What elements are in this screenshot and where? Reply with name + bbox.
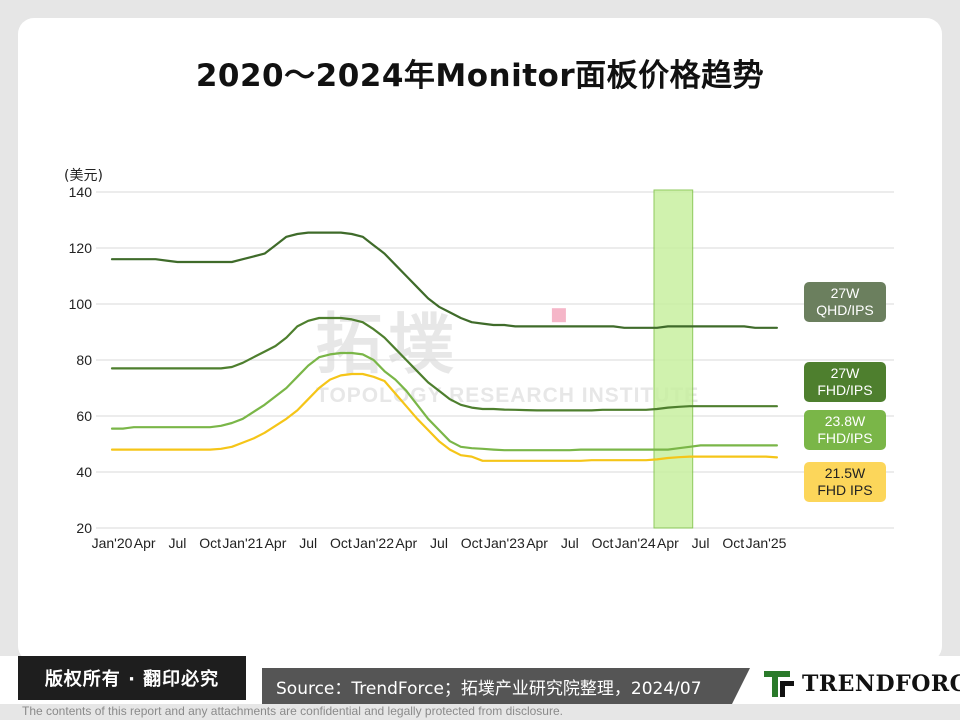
x-tick-label: Jan'21 <box>222 535 263 551</box>
x-tick-label: Oct <box>461 535 483 551</box>
source-note-wedge <box>732 668 750 704</box>
y-tick-label: 120 <box>69 240 93 256</box>
x-tick-label: Apr <box>657 535 679 551</box>
x-tick-label: Jul <box>168 535 186 551</box>
series-label-0: 27W <box>831 285 861 301</box>
x-tick-label: Oct <box>722 535 744 551</box>
x-tick-label: Jan'22 <box>353 535 394 551</box>
series-label-box-3 <box>804 462 886 502</box>
x-tick-label: Jan'23 <box>484 535 525 551</box>
x-tick-label: Jul <box>692 535 710 551</box>
series-label-3: 21.5W <box>825 465 866 481</box>
series-label-1: 27W <box>831 365 861 381</box>
series-label-2: 23.8W <box>825 413 866 429</box>
x-tick-label: Apr <box>265 535 287 551</box>
y-axis-label: (美元) <box>64 168 103 184</box>
y-tick-label: 40 <box>76 464 92 480</box>
series-label-1: FHD/IPS <box>817 382 872 398</box>
x-tick-label: Apr <box>395 535 417 551</box>
y-tick-label: 80 <box>76 352 92 368</box>
x-tick-label: Jan'20 <box>92 535 133 551</box>
series-label-0: QHD/IPS <box>816 302 874 318</box>
x-tick-label: Jul <box>561 535 579 551</box>
series-line-3 <box>110 372 779 462</box>
copyright-badge: 版权所有 · 翻印必究 <box>18 656 246 700</box>
y-tick-label: 60 <box>76 408 92 424</box>
x-tick-label: Apr <box>526 535 548 551</box>
x-tick-label: Oct <box>199 535 221 551</box>
x-tick-label: Jan'25 <box>746 535 787 551</box>
series-line-0 <box>110 231 779 329</box>
x-tick-label: Jan'24 <box>615 535 656 551</box>
disclaimer: The contents of this report and any atta… <box>22 704 563 718</box>
marker-square <box>551 308 566 323</box>
series-line-1 <box>110 316 779 412</box>
trendforce-logo: TRENDFORCE <box>762 664 960 704</box>
x-tick-label: Oct <box>330 535 352 551</box>
series-label-box-2 <box>804 410 886 450</box>
x-tick-label: Oct <box>592 535 614 551</box>
trendforce-logo-text: TRENDFORCE <box>802 671 960 697</box>
source-note: Source：TrendForce；拓墣产业研究院整理，2024/07 <box>262 668 732 704</box>
chart-card <box>18 18 942 662</box>
y-tick-label: 20 <box>76 520 92 536</box>
x-tick-label: Jul <box>299 535 317 551</box>
y-tick-label: 100 <box>69 296 93 312</box>
series-label-box-1 <box>804 362 886 402</box>
series-label-box-0 <box>804 282 886 322</box>
x-tick-label: Jul <box>430 535 448 551</box>
series-label-2: FHD/IPS <box>817 430 872 446</box>
x-tick-label: Apr <box>134 535 156 551</box>
highlight-band <box>653 189 694 529</box>
series-line-2 <box>110 351 779 452</box>
y-tick-label: 140 <box>69 184 93 200</box>
chart-title: 2020～2024年Monitor面板价格趋势 <box>195 58 765 94</box>
series-label-3: FHD IPS <box>817 482 872 498</box>
trendforce-logo-icon <box>764 671 794 697</box>
